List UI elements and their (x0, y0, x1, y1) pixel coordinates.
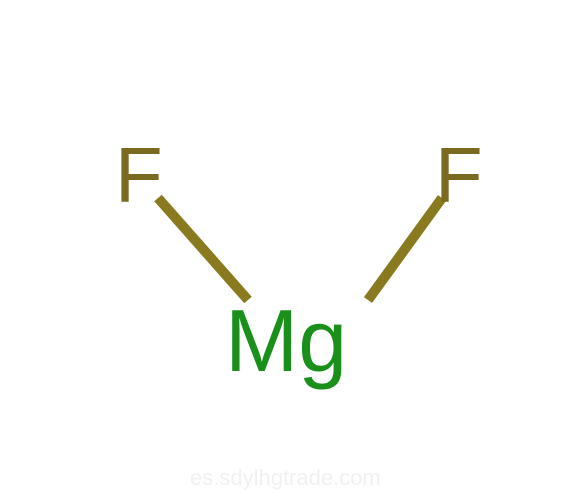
atom-fluorine-right: F (435, 130, 483, 221)
atom-magnesium: Mg (225, 290, 347, 392)
bond-f1-mg (158, 198, 248, 300)
bond-f2-mg (368, 198, 442, 300)
bonds-layer (0, 0, 584, 503)
structure-canvas: F F Mg es.sdylhgtrade.com (0, 0, 584, 503)
watermark-text: es.sdylhgtrade.com (190, 465, 381, 491)
atom-fluorine-left: F (115, 130, 163, 221)
